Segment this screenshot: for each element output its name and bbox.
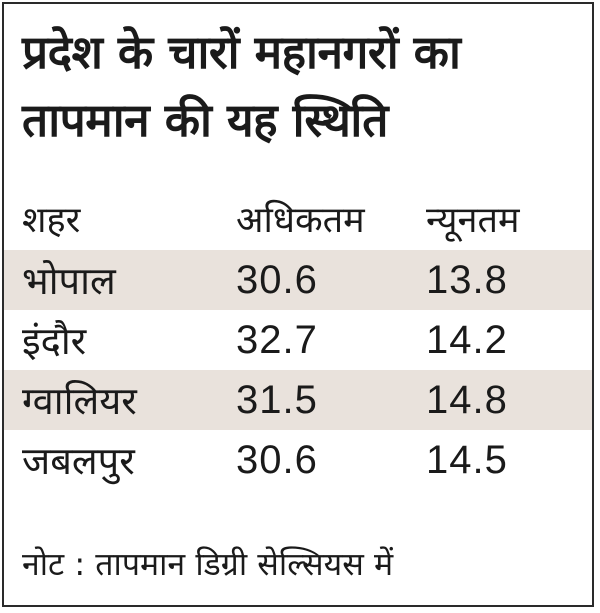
city-name: इंदौर [22, 319, 87, 363]
table-row: भोपाल 30.6 13.8 [4, 250, 592, 310]
headline: प्रदेश के चारों महानगरों का तापमान की यह… [22, 18, 582, 154]
header-min: न्यूनतम [426, 199, 520, 241]
header-city: शहर [22, 199, 81, 241]
table-row: ग्वालियर 31.5 14.8 [4, 370, 592, 430]
min-temp: 14.2 [426, 317, 508, 362]
min-temp: 13.8 [426, 257, 508, 302]
temperature-box: प्रदेश के चारों महानगरों का तापमान की यह… [2, 2, 594, 607]
max-temp: 30.6 [236, 437, 318, 482]
max-temp: 30.6 [236, 257, 318, 302]
table-row: जबलपुर 30.6 14.5 [4, 430, 592, 490]
footnote: नोट : तापमान डिग्री सेल्सियस में [22, 545, 394, 583]
headline-line-2: तापमान की यह स्थिति [22, 93, 389, 147]
min-temp: 14.5 [426, 437, 508, 482]
min-temp: 14.8 [426, 377, 508, 422]
header-max: अधिकतम [236, 199, 365, 241]
city-name: जबलपुर [22, 439, 135, 483]
max-temp: 31.5 [236, 377, 318, 422]
temperature-table: शहर अधिकतम न्यूनतम भोपाल 30.6 13.8 इंदौर… [4, 186, 592, 490]
city-name: ग्वालियर [22, 379, 137, 423]
table-header: शहर अधिकतम न्यूनतम [4, 186, 592, 250]
table-row: इंदौर 32.7 14.2 [4, 310, 592, 370]
max-temp: 32.7 [236, 317, 318, 362]
headline-line-1: प्रदेश के चारों महानगरों का [22, 25, 461, 79]
city-name: भोपाल [22, 259, 116, 303]
